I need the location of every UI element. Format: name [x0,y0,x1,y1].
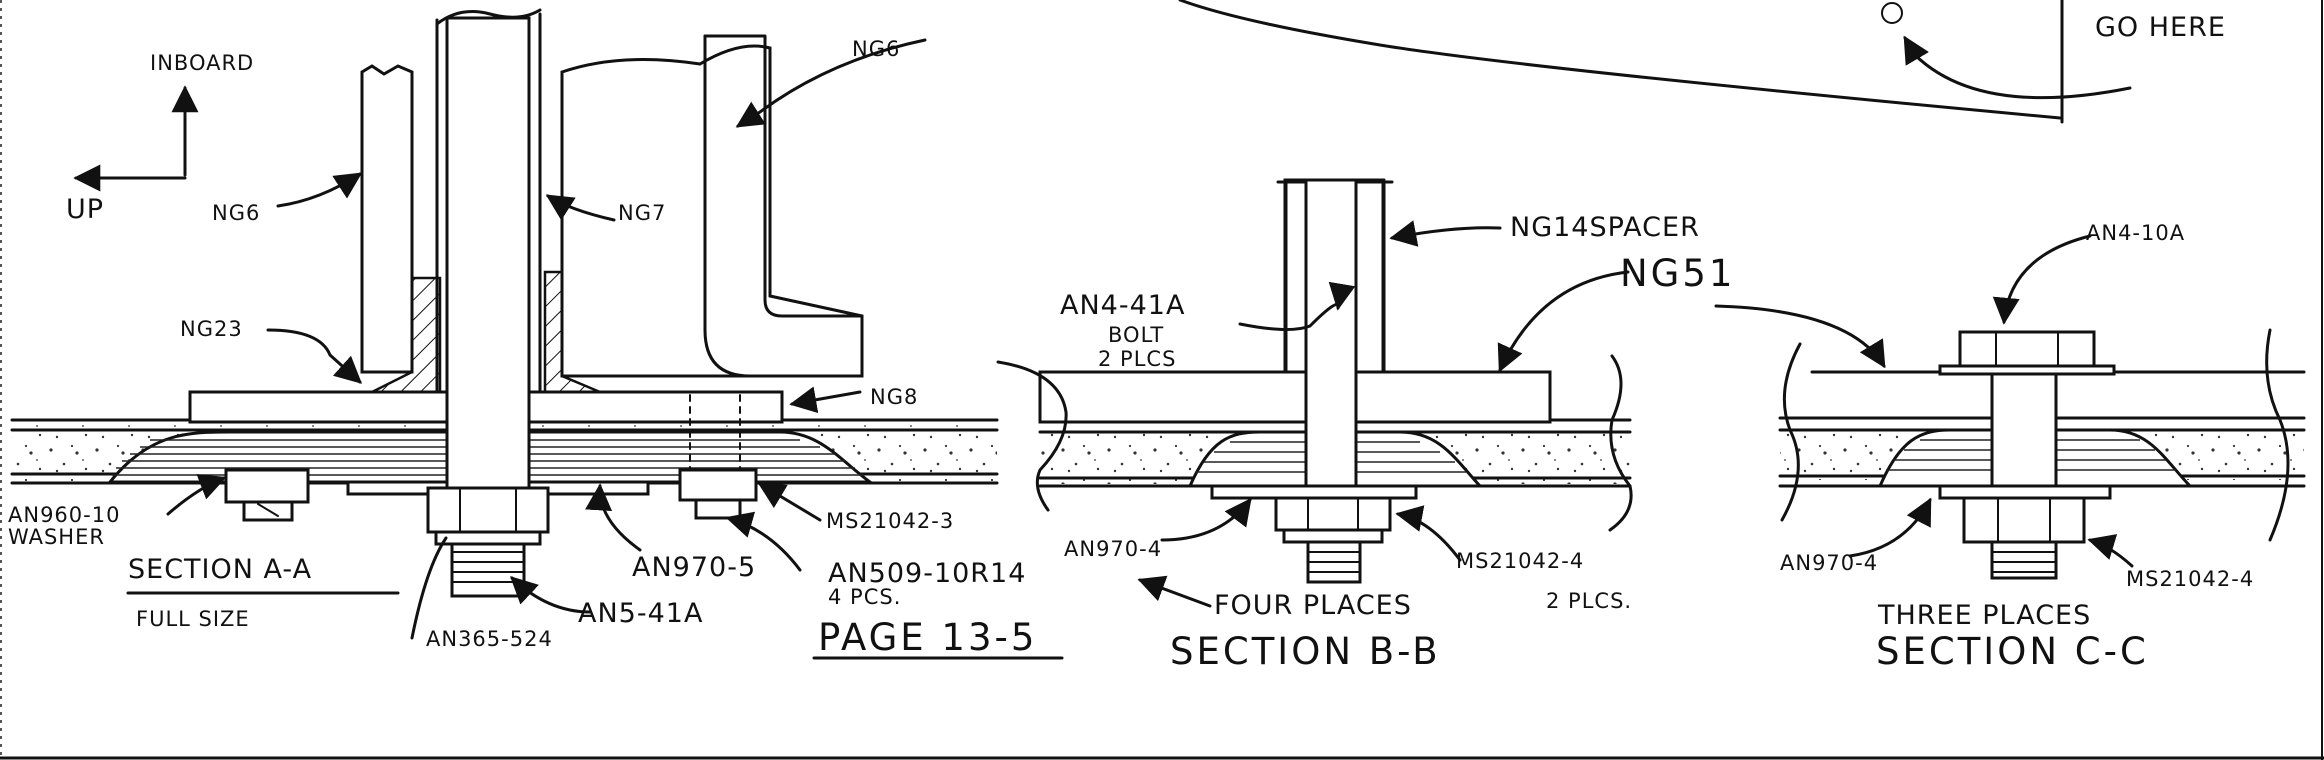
an5-label: AN5-41A [578,598,703,629]
bolt-label: BOLT [1108,323,1164,347]
section-c-ms21042-4-label: MS21042-4 [2126,567,2254,591]
section-a-title: SECTION A-A [128,554,312,585]
section-c-an970-4-label: AN970-4 [1780,551,1878,575]
section-b-drawing [996,178,1633,608]
ng23-label: NG23 [180,317,243,341]
ng6-left-label: NG6 [212,201,260,225]
section-a-bolt-thread [450,542,526,598]
ng51-label: NG51 [1620,252,1735,295]
an509-label: AN509-10R14 [828,558,1026,589]
an970-5-label: AN970-5 [632,552,756,583]
an509-qty-label: 4 PCS. [828,585,901,609]
washer-label: WASHER [8,525,105,549]
section-b-an970-4-label: AN970-4 [1064,537,1162,561]
three-places-label: THREE PLACES [1877,600,2091,631]
section-b-ms21042-4-label: MS21042-4 [1456,549,1584,573]
page-reference: PAGE 13-5 [818,616,1037,659]
up-label: UP [66,194,104,225]
section-c-bolt-thread [1990,540,2058,580]
section-b-bolt-thread [1306,540,1362,584]
an365-label: AN365-524 [426,627,553,651]
ng7-label: NG7 [618,201,666,225]
section-a-drawing [10,8,999,640]
ng14-spacer-label: NG14SPACER [1510,212,1700,243]
an4-10a-label: AN4-10A [2086,221,2185,245]
section-c-drawing [1714,234,2306,580]
inboard-label: INBOARD [150,51,254,75]
four-places-label: FOUR PLACES [1214,590,1412,621]
go-here-note: GO HERE [2095,12,2226,43]
an960-label: AN960-10 [8,503,120,527]
section-b-title: SECTION B-B [1170,630,1441,673]
ng6-top-label: NG6 [852,37,900,61]
ms21042-3-label: MS21042-3 [826,509,954,533]
top-detail-fragment: GO HERE [1178,0,2226,124]
ms-qty-label: 2 PLCS. [1546,589,1632,613]
bolt-qty-label: 2 PLCS [1098,347,1176,371]
an4-41a-label: AN4-41A [1060,290,1185,321]
ng8-label: NG8 [870,385,918,409]
section-a-subtitle: FULL SIZE [136,607,250,631]
section-c-title: SECTION C-C [1876,630,2149,673]
